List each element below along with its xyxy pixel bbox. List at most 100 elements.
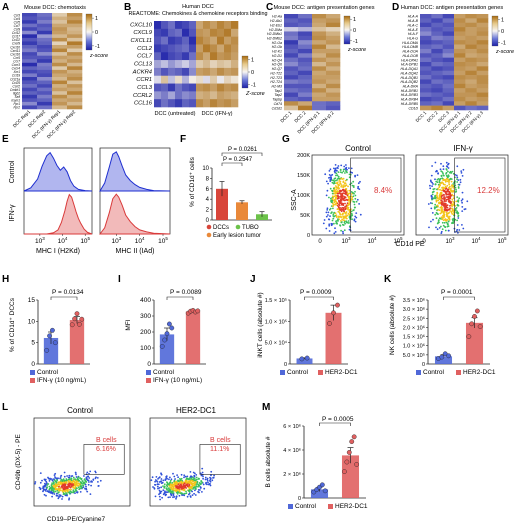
- flow-x-tick-label: 104: [367, 236, 377, 245]
- flow-event: [329, 187, 332, 190]
- flow-event: [438, 209, 441, 212]
- heatmap-cell: [22, 101, 38, 106]
- flow-event: [60, 474, 63, 477]
- flow-event: [438, 186, 441, 189]
- heatmap-cell: [231, 44, 239, 53]
- flow-event: [439, 192, 442, 195]
- heatmap-row-label: HLA-DOB: [402, 54, 418, 58]
- heatmap-cell: [175, 44, 183, 53]
- panel-k-pvalue: P = 0.0001: [441, 289, 473, 296]
- heatmap-cell: [161, 99, 169, 108]
- flow-event: [198, 478, 201, 480]
- heatmap-cell: [22, 48, 38, 53]
- flow-event: [441, 207, 444, 209]
- flow-event: [154, 484, 157, 486]
- heatmap-cell: [420, 14, 432, 19]
- flow-event: [194, 489, 196, 492]
- colorbar-tick-label: 1: [501, 17, 504, 23]
- heatmap-cell: [431, 96, 443, 102]
- flow-event: [190, 479, 193, 482]
- flow-event: [97, 485, 100, 487]
- flow-event: [181, 494, 184, 496]
- flow-event: [65, 479, 68, 482]
- heatmap-cell: [431, 83, 443, 89]
- legend-swatch: [288, 504, 293, 509]
- heatmap-cell: [67, 45, 83, 49]
- heatmap-cell: [284, 66, 299, 72]
- data-point: [474, 308, 480, 314]
- heatmap-cell: [476, 70, 489, 76]
- panel-e-row-label-control: Control: [9, 160, 16, 183]
- y-tick-label: 5.0 × 10⁴: [265, 340, 288, 347]
- histogram-area-control: [99, 151, 171, 192]
- heatmap-cell: [182, 91, 190, 100]
- y-tick-label: 200: [140, 329, 151, 336]
- flow-event: [446, 184, 449, 187]
- flow-event: [195, 474, 198, 476]
- significance-bracket: [221, 162, 243, 166]
- flow-event: [337, 196, 340, 199]
- panel-h-pvalue: P = 0.0134: [52, 289, 84, 296]
- flow-event: [210, 470, 213, 473]
- flow-event: [162, 493, 165, 496]
- heatmap-cell: [37, 23, 53, 28]
- flow-event: [445, 204, 448, 207]
- panel-d-letter: D: [392, 2, 399, 13]
- flow-event: [342, 212, 344, 215]
- flow-event: [434, 213, 437, 216]
- panel-g-gate-control: 8.4%: [374, 186, 392, 195]
- flow-event: [325, 211, 328, 214]
- flow-event: [442, 219, 445, 222]
- heatmap-cell: [154, 28, 162, 37]
- heatmap-cell: [326, 105, 341, 111]
- flow-event: [345, 211, 348, 213]
- flow-event: [353, 218, 356, 221]
- flow-event: [53, 493, 56, 495]
- flow-event: [464, 208, 467, 210]
- heatmap-cell: [189, 67, 197, 77]
- heatmap-cell: [326, 62, 341, 67]
- heatmap-col-label: DCC 2: [426, 110, 439, 123]
- flow-event: [185, 490, 187, 493]
- flow-event: [345, 188, 347, 190]
- flow-event: [440, 225, 442, 228]
- heatmap-cell: [161, 21, 169, 30]
- y-tick-label: 1.0 × 10⁶: [403, 343, 425, 350]
- heatmap-cell: [298, 88, 313, 93]
- flow-event: [446, 225, 449, 228]
- flow-event: [162, 489, 165, 492]
- flow-event: [447, 220, 450, 223]
- heatmap-cell: [231, 36, 239, 45]
- heatmap-cell: [182, 99, 190, 108]
- heatmap-cell: [175, 60, 183, 69]
- heatmap-cell: [22, 52, 38, 56]
- flow-event: [343, 182, 346, 185]
- heatmap-cell: [442, 57, 455, 63]
- flow-y-tick-label: 50K: [300, 213, 310, 219]
- flow-event: [332, 203, 335, 206]
- heatmap-row-label: HLA-DQB1: [400, 76, 418, 80]
- heatmap-cell: [52, 16, 68, 21]
- flow-event: [340, 164, 343, 167]
- heatmap-cell: [67, 48, 83, 53]
- flow-event: [452, 189, 455, 192]
- flow-event: [454, 209, 457, 212]
- heatmap-cell: [298, 92, 313, 98]
- flow-event: [56, 492, 58, 495]
- flow-event: [46, 486, 48, 489]
- flow-event: [325, 180, 328, 183]
- flow-event: [445, 220, 447, 222]
- flow-event: [203, 487, 206, 490]
- heatmap-cell: [454, 83, 466, 89]
- heatmap-cell: [312, 53, 327, 58]
- flow-event: [437, 219, 440, 222]
- heatmap-cell: [67, 77, 83, 81]
- flow-event: [343, 208, 345, 211]
- flow-event: [48, 485, 51, 488]
- flow-event: [456, 196, 459, 199]
- flow-event: [435, 226, 437, 229]
- heatmap-cell: [161, 75, 169, 84]
- flow-event: [461, 201, 463, 204]
- flow-event: [63, 484, 66, 487]
